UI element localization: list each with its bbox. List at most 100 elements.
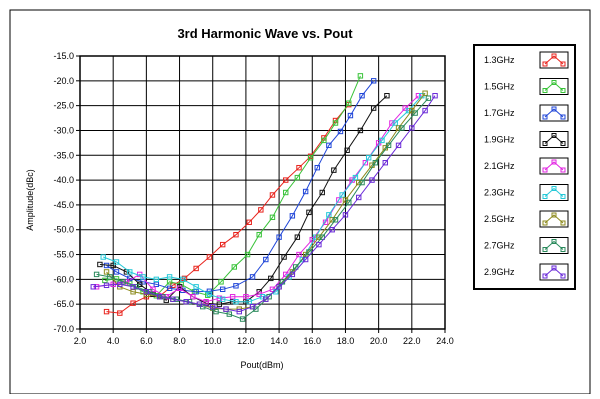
data-point <box>268 275 274 282</box>
data-point <box>176 285 183 291</box>
legend-marker <box>542 194 548 199</box>
series-2.7GHz <box>93 95 432 322</box>
data-point <box>216 295 223 301</box>
data-point <box>306 249 312 255</box>
data-point <box>170 296 176 302</box>
series-line <box>103 95 423 303</box>
data-point <box>289 271 296 278</box>
data-point <box>97 261 103 268</box>
data-point <box>90 284 96 290</box>
data-point <box>246 219 252 225</box>
data-point <box>370 105 377 111</box>
legend-line <box>544 134 564 144</box>
data-point <box>206 254 213 260</box>
y-axis-label: Amplitude(dBc) <box>25 169 35 231</box>
data-point <box>218 279 224 285</box>
data-point <box>216 301 223 307</box>
y-tick-label: -25.0 <box>53 101 74 111</box>
data-point <box>193 289 199 295</box>
legend-marker <box>560 61 566 67</box>
series-line <box>93 95 436 313</box>
data-point <box>193 265 199 272</box>
data-point <box>339 192 345 198</box>
data-point <box>336 197 342 203</box>
data-point <box>365 155 372 161</box>
data-point <box>314 164 320 171</box>
data-point <box>143 289 150 295</box>
legend-marker <box>542 220 548 226</box>
legend-line <box>544 187 564 197</box>
data-point <box>331 167 337 173</box>
legend-line <box>544 55 564 65</box>
data-point <box>203 299 209 305</box>
data-point <box>344 147 350 154</box>
data-point <box>319 189 325 196</box>
legend-marker <box>551 212 557 218</box>
data-point <box>140 274 146 280</box>
series-line <box>106 80 375 293</box>
data-point <box>432 93 438 99</box>
data-point <box>329 227 335 233</box>
y-tick-label: -70.0 <box>53 324 74 334</box>
legend-marker <box>560 141 566 146</box>
series-layer <box>90 73 438 322</box>
legend-label: 2.7GHz <box>484 241 515 251</box>
legend-line <box>544 108 564 118</box>
data-point <box>369 177 375 183</box>
legend-marker <box>542 167 548 173</box>
legend-marker <box>560 273 566 279</box>
data-point <box>332 217 339 223</box>
plot-area <box>79 55 446 330</box>
legend-marker <box>542 88 548 93</box>
data-point <box>219 286 226 292</box>
data-point <box>342 212 349 218</box>
data-point <box>193 284 199 290</box>
legend-label: 1.5GHz <box>484 82 515 92</box>
x-tick-label: 14.0 <box>270 336 288 346</box>
x-tick-label: 8.0 <box>173 336 186 346</box>
data-point <box>269 214 276 221</box>
data-point <box>359 93 365 99</box>
data-point <box>103 308 110 315</box>
data-point <box>362 160 369 166</box>
data-point <box>127 269 133 275</box>
x-tick-label: 18.0 <box>337 336 355 346</box>
data-point <box>153 281 160 288</box>
data-point <box>263 256 269 263</box>
legend-label: 2.1GHz <box>484 161 515 171</box>
legend-marker <box>551 239 557 244</box>
legend-marker <box>560 194 566 199</box>
x-tick-label: 24.0 <box>436 336 454 346</box>
data-point <box>296 164 302 171</box>
x-tick-label: 12.0 <box>237 336 255 346</box>
legend-marker <box>542 114 548 120</box>
x-tick-label: 2.0 <box>74 336 87 346</box>
y-tick-label: -45.0 <box>53 200 74 210</box>
legend-marker <box>551 159 557 165</box>
x-tick-label: 20.0 <box>370 336 388 346</box>
data-point <box>415 93 422 99</box>
data-point <box>231 264 237 270</box>
x-tick-label: 4.0 <box>107 336 120 346</box>
legend-marker <box>560 167 566 173</box>
data-point <box>302 188 309 195</box>
data-point <box>223 306 229 312</box>
data-point <box>283 177 289 183</box>
data-point <box>357 127 364 134</box>
data-point <box>183 299 189 305</box>
data-point <box>382 160 388 166</box>
legend-marker <box>542 247 548 252</box>
legend-label: 1.7GHz <box>484 108 515 118</box>
data-point <box>244 251 251 258</box>
series-2.9GHz <box>90 93 438 315</box>
data-point <box>239 316 246 322</box>
data-point <box>346 199 352 206</box>
data-point <box>337 128 344 135</box>
data-point <box>103 282 110 289</box>
data-point <box>302 256 309 263</box>
data-point <box>113 259 120 265</box>
y-tick-label: -50.0 <box>53 225 74 235</box>
legend-marker <box>542 273 548 279</box>
legend-line <box>544 267 564 277</box>
